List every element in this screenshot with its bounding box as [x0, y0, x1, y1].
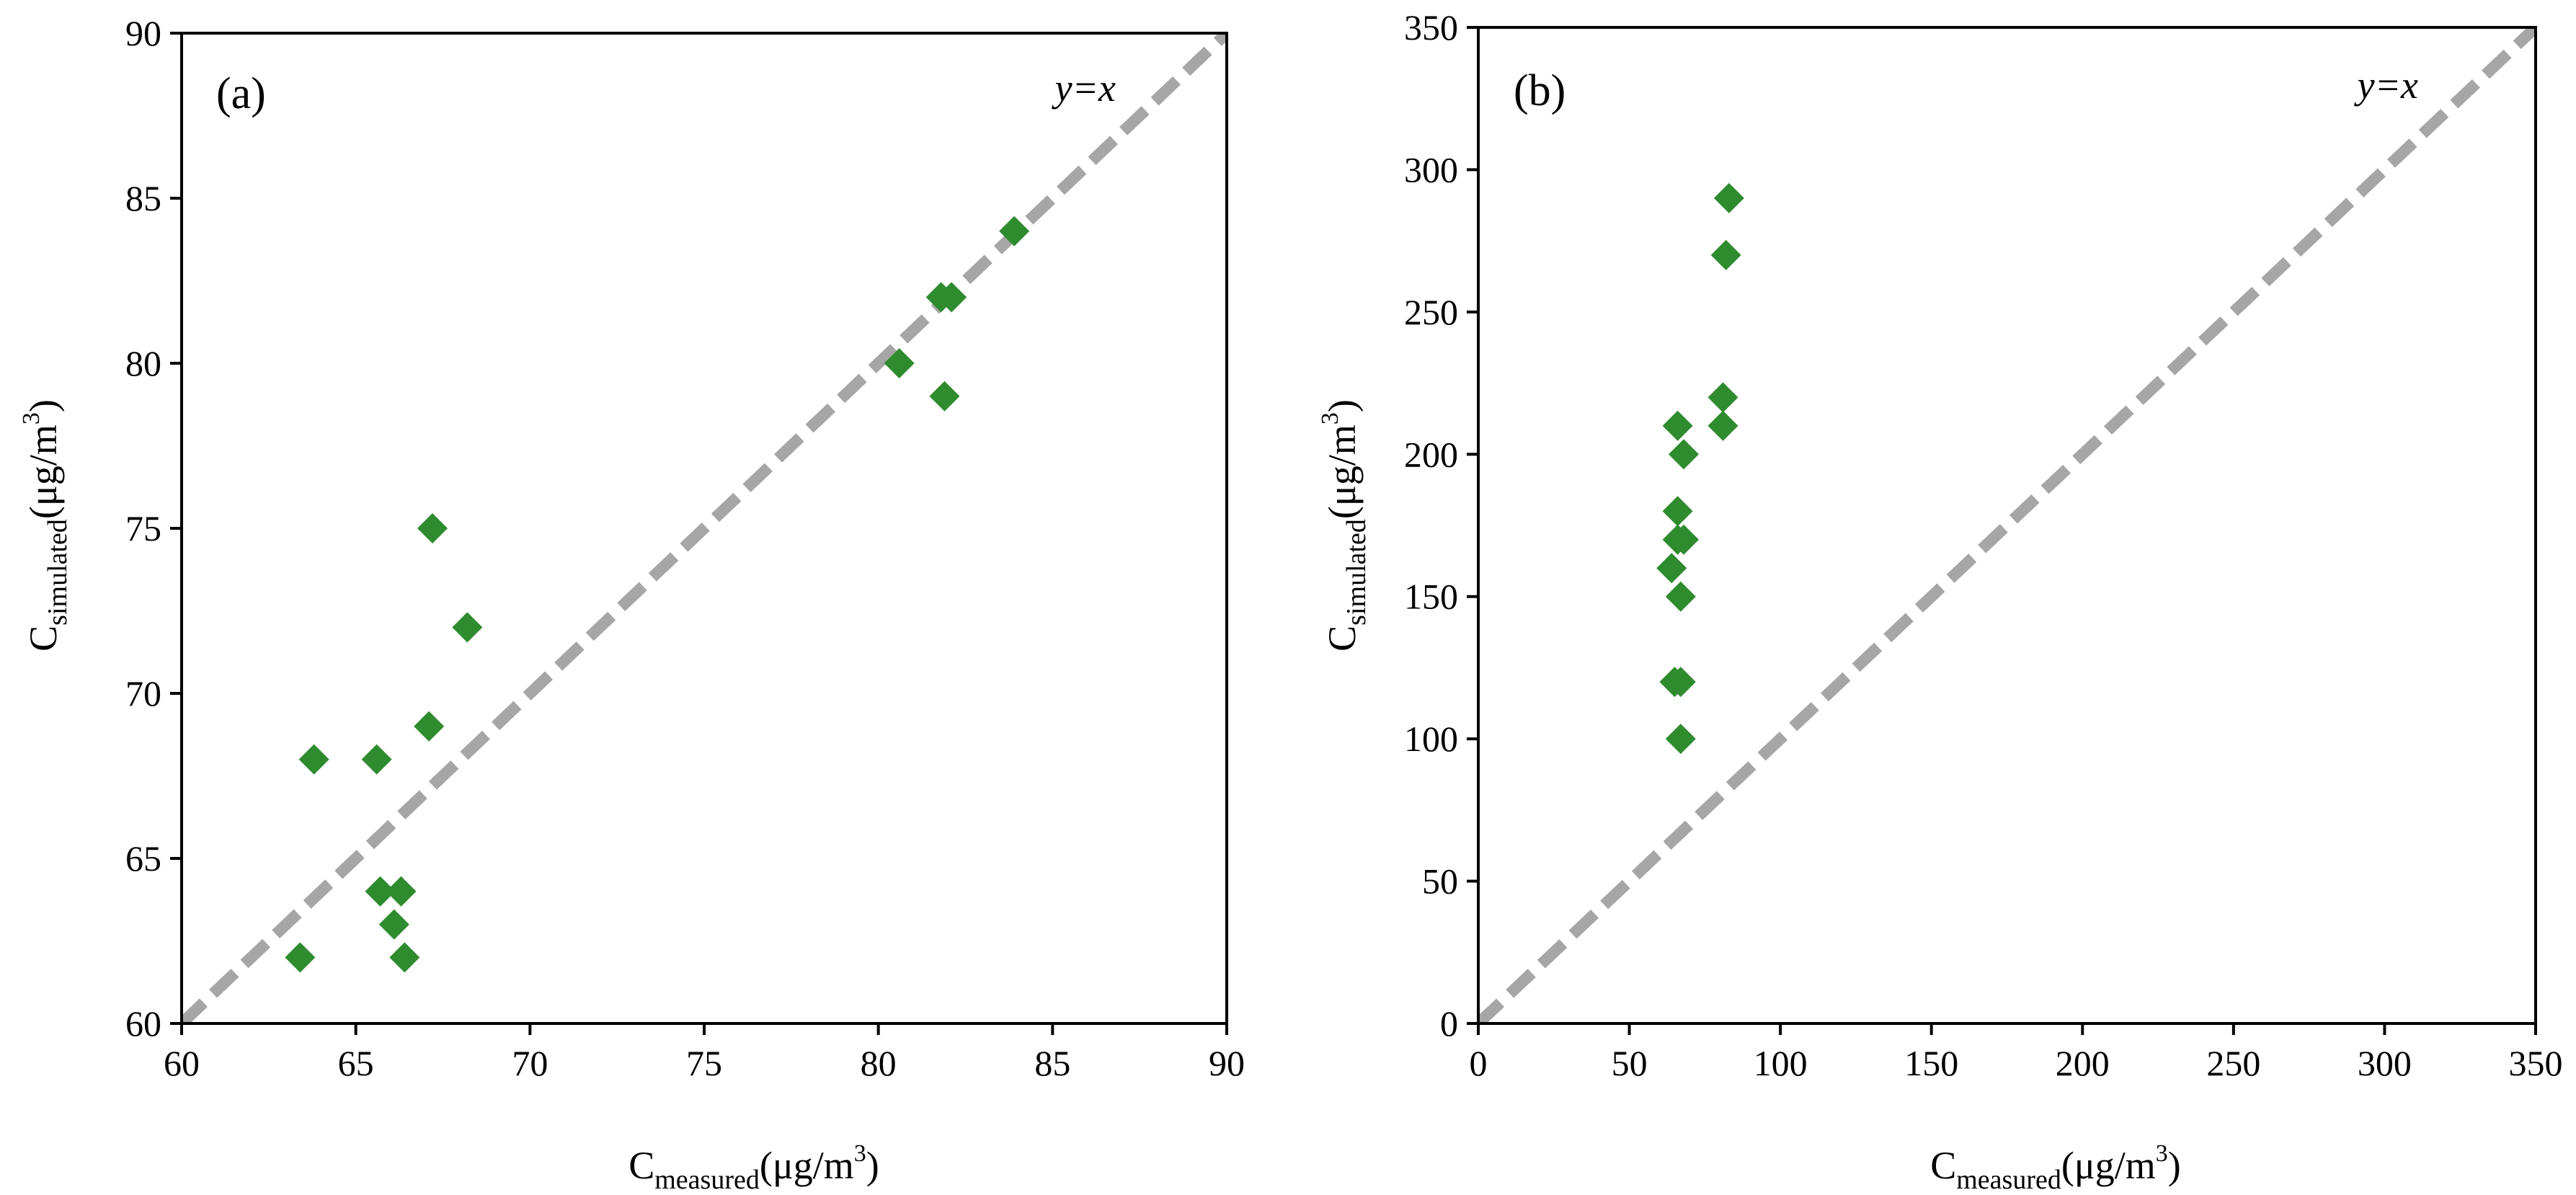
panel-a-data-point-4 [378, 909, 409, 940]
panel-b-x-tick-label: 300 [2358, 1043, 2412, 1083]
panel-a-x-tick-label: 65 [338, 1043, 374, 1083]
panel-a-data-point-6 [389, 942, 420, 973]
panel-b-data-point-5 [1665, 724, 1696, 755]
panel-a-x-axis-title: Cmeasured(μg/m3) [629, 1140, 879, 1195]
panel-b-data-point-11 [1707, 410, 1738, 441]
panel-b-data-point-6 [1665, 667, 1696, 698]
panel-a-x-tick-label: 70 [512, 1043, 548, 1083]
panel-a-data-point-8 [417, 513, 448, 543]
panel-b-marks [1477, 26, 2537, 1025]
panel-b-data-point-8 [1669, 439, 1700, 470]
panel-a-data-point-12 [929, 381, 960, 412]
panel-a-data-point-5 [386, 876, 417, 907]
panel-b-x-tick-label: 100 [1754, 1043, 1808, 1083]
panel-b-data-point-7 [1665, 581, 1696, 612]
panel-b-data-point-0 [1656, 553, 1687, 584]
panel-b-x-tick-label: 200 [2056, 1043, 2110, 1083]
panel-b-yx-annotation: y=x [2354, 63, 2418, 107]
panel-b-y-tick-label: 250 [1404, 292, 1458, 332]
panel-b: 0 50 100 150 200 250 300 350 0 50 100 150 200 250 300 3… [1317, 7, 2563, 1195]
panel-a-data-point-1 [298, 744, 329, 775]
panel-b-y-tick-label: 50 [1422, 861, 1458, 902]
panel-a-data-point-10 [884, 348, 915, 378]
panel-b-y-axis-title: Csimulated(μg/m3) [1317, 399, 1372, 652]
panel-b-x-axis-title: Cmeasured(μg/m3) [1930, 1140, 2181, 1195]
panel-b-y-tick-label: 150 [1404, 577, 1458, 617]
panel-a-label: (a) [216, 69, 266, 118]
panel-a-y-tick-label: 65 [125, 838, 161, 879]
panel-a-ticks: 60 65 70 75 80 85 90 60 65 70 75 80 85 90 [125, 13, 1245, 1083]
panel-a-x-tick-label: 75 [686, 1043, 722, 1083]
panel-b-y-tick-label: 300 [1404, 149, 1458, 190]
panel-b-y-tick-label: 350 [1404, 7, 1458, 48]
panel-a-y-axis-title: Csimulated(μg/m3) [18, 399, 73, 652]
panel-b-x-tick-label: 50 [1612, 1043, 1648, 1083]
panel-b-data-point-3 [1662, 496, 1693, 527]
panel-b-y-tick-label: 200 [1404, 434, 1458, 474]
panel-b-y-tick-label: 0 [1440, 1003, 1458, 1044]
panel-b-ticks: 0 50 100 150 200 250 300 350 0 50 100 150 200 250 300 3… [1404, 7, 2563, 1083]
panel-b-label: (b) [1514, 66, 1565, 115]
panel-b-plot-frame [1477, 26, 2537, 1025]
panel-a-x-tick-label: 60 [164, 1043, 200, 1083]
panel-a-y-tick-label: 80 [125, 343, 161, 383]
panel-a-data-point-3 [365, 876, 396, 907]
panel-a-y-tick-label: 75 [125, 508, 161, 548]
panel-a-y-tick-label: 90 [125, 13, 161, 53]
panel-a-y-tick-label: 60 [125, 1003, 161, 1044]
panel-b-x-tick-label: 0 [1470, 1043, 1488, 1083]
panel-a-yx-annotation: y=x [1052, 66, 1116, 110]
panel-a-x-tick-label: 85 [1034, 1043, 1070, 1083]
panel-a-reference-line [182, 33, 1227, 1023]
panel-b-data-point-12 [1710, 239, 1741, 270]
panel-a-x-tick-label: 90 [1209, 1043, 1245, 1083]
panel-b-data-point-10 [1707, 382, 1738, 413]
panel-a-marks [180, 32, 1228, 1025]
panel-a-data-point-0 [285, 942, 316, 973]
panel-a-data-point-9 [452, 612, 483, 643]
panel-a: 60 65 70 75 80 85 90 60 65 70 75 80 85 90 (a) y=x Cme… [18, 13, 1245, 1195]
panel-b-y-tick-label: 100 [1404, 719, 1458, 759]
panel-a-data-point-13 [936, 282, 967, 313]
panel-a-x-tick-label: 80 [861, 1043, 897, 1083]
panel-a-data-point-14 [999, 216, 1030, 246]
panel-b-x-tick-label: 150 [1904, 1043, 1958, 1083]
panel-a-data-point-7 [414, 711, 445, 742]
panel-a-y-tick-label: 85 [125, 178, 161, 218]
panel-a-data-point-2 [361, 744, 392, 775]
panel-b-data-point-2 [1662, 410, 1693, 441]
panel-b-data-point-13 [1713, 182, 1744, 213]
panel-a-y-tick-label: 70 [125, 673, 161, 714]
panel-b-reference-line [1478, 27, 2536, 1023]
panel-b-data-point-9 [1669, 524, 1700, 555]
panel-b-x-tick-label: 350 [2509, 1043, 2563, 1083]
panel-b-x-tick-label: 250 [2206, 1043, 2260, 1083]
